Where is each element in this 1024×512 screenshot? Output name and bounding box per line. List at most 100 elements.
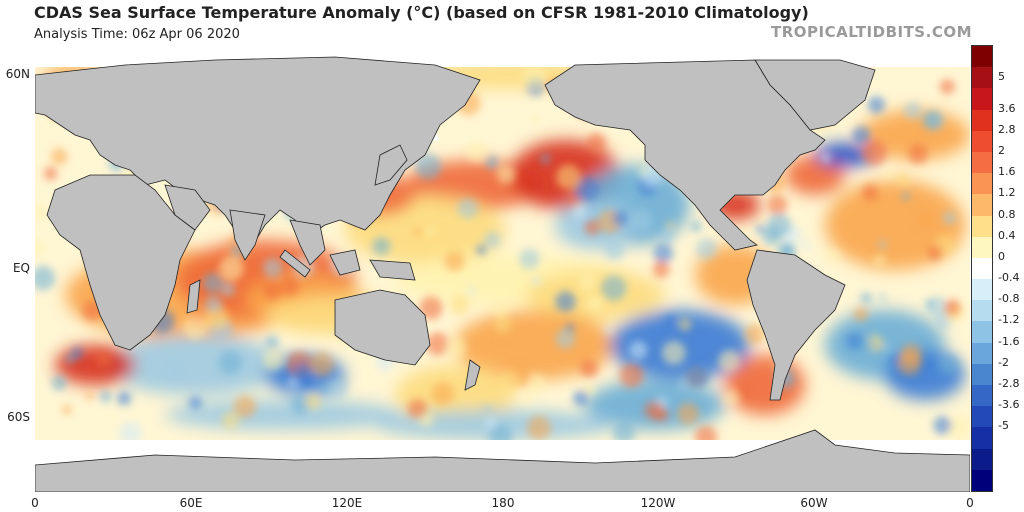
anomaly-speckle-dot	[586, 132, 607, 153]
anomaly-speckle-dot	[882, 342, 891, 352]
anomaly-speckle-dot	[845, 332, 864, 350]
colorbar-tick-label: -0.8	[998, 292, 1020, 306]
australia	[334, 289, 431, 366]
anomaly-speckle-dot	[467, 286, 476, 296]
colorbar-tick-label: 2	[998, 143, 1005, 157]
lon-label-120w: 120W	[640, 496, 676, 510]
anomaly-speckle-dot	[628, 340, 648, 360]
colorbar-segment	[972, 406, 992, 428]
analysis-time: Analysis Time: 06z Apr 06 2020	[34, 27, 240, 42]
sumatra	[279, 249, 311, 278]
anomaly-speckle-dot	[744, 324, 766, 345]
anomaly-speckle-dot	[219, 256, 244, 281]
anomaly-speckle-dot	[851, 126, 871, 145]
anomaly-patch	[825, 180, 965, 270]
anomaly-speckle-dot	[601, 275, 627, 301]
anomaly-speckle-dot	[407, 399, 428, 419]
land-masses	[35, 56, 970, 492]
anomaly-speckle-dot	[577, 272, 598, 293]
colorbar-segment	[972, 236, 992, 259]
anomaly-speckle-dot	[35, 205, 48, 220]
anomaly-speckle-dot	[690, 220, 702, 232]
anomaly-speckle-dot	[476, 244, 487, 255]
anomaly-speckle-dot	[35, 239, 46, 257]
antarctica	[35, 429, 970, 492]
anomaly-speckle-dot	[221, 411, 240, 430]
anomaly-patch	[105, 335, 285, 395]
colorbar-tick-label: -2	[998, 355, 1009, 369]
madagascar	[186, 279, 201, 314]
anomaly-speckle-dot	[665, 221, 675, 230]
anomaly-speckle-dot	[573, 390, 589, 407]
anomaly-speckle-dot	[262, 281, 282, 301]
anomaly-speckle-dot	[820, 152, 832, 164]
anomaly-speckle-dot	[265, 335, 279, 349]
colorbar-segment	[972, 257, 992, 280]
anomaly-speckle-dot	[519, 248, 540, 270]
map-svg	[35, 45, 970, 492]
colorbar-tick-label: -1.2	[998, 313, 1020, 327]
colorbar-segment	[972, 448, 992, 471]
anomaly-patch	[55, 345, 135, 385]
anomaly-speckle-dot	[413, 227, 422, 237]
colorbar-segment	[972, 151, 992, 174]
anomaly-speckle-dot	[762, 226, 781, 246]
anomaly-speckle-dot	[527, 415, 551, 440]
anomaly-speckle-dot	[116, 391, 132, 406]
anomaly-speckle-dot	[304, 393, 322, 410]
sst-anomaly-map[interactable]	[35, 45, 970, 492]
india	[229, 209, 266, 261]
anomaly-speckle-dot	[419, 296, 443, 320]
lon-label-60w: 60W	[800, 496, 828, 510]
anomaly-speckle-dot	[499, 371, 521, 393]
anomaly-speckle-dot	[878, 293, 887, 302]
colorbar-segment	[972, 300, 992, 322]
anomaly-speckle-dot	[925, 299, 935, 309]
anomaly-speckle-dot	[449, 295, 470, 315]
anomaly-speckle-dot	[860, 292, 873, 305]
anomaly-speckle-dot	[204, 295, 223, 313]
anomaly-speckle-dot	[695, 238, 718, 260]
colorbar-tick-label: 0	[998, 249, 1005, 263]
anomaly-speckle-dot	[937, 353, 959, 375]
anomaly-speckle-dot	[908, 144, 928, 164]
anomaly-speckle-dot	[287, 378, 298, 389]
anomaly-speckle-dot	[484, 231, 501, 249]
anomaly-speckle-dot	[496, 165, 516, 184]
colorbar-tick-label: -3.6	[998, 398, 1020, 412]
anomaly-speckle-dot	[525, 373, 547, 395]
colorbar-tick-label: -5	[998, 419, 1009, 433]
anomaly-speckle-dot	[585, 294, 604, 313]
anomaly-speckle-dot	[579, 359, 599, 378]
colorbar-segment	[972, 363, 992, 386]
anomaly-speckle-dot	[262, 258, 283, 278]
anomaly-speckle-dot	[574, 176, 600, 202]
anomaly-speckle-dot	[85, 391, 94, 401]
anomaly-speckle-dot	[262, 349, 284, 371]
anomaly-speckle-dot	[280, 277, 300, 297]
colorbar-segment	[972, 88, 992, 111]
colorbar-segment	[972, 109, 992, 132]
japan	[374, 144, 408, 186]
indochina	[289, 219, 326, 266]
anomaly-speckle-dot	[492, 298, 511, 317]
anomaly-speckle-dot	[571, 202, 588, 219]
anomaly-speckle-dot	[183, 315, 208, 340]
colorbar-tick-label: 5	[998, 69, 1005, 83]
colorbar	[971, 45, 993, 492]
colorbar-tick-label: 2.8	[998, 122, 1016, 136]
anomaly-speckle-dot	[755, 225, 765, 234]
anomaly-speckle-dot	[604, 239, 626, 261]
lon-label-0-west: 0	[31, 496, 39, 510]
colorbar-segment	[972, 469, 992, 492]
anomaly-speckle-dot	[202, 272, 223, 293]
europe-asia	[35, 56, 481, 251]
anomaly-speckle-dot	[326, 377, 349, 400]
lon-label-60e: 60E	[179, 496, 203, 510]
anomaly-speckle-dot	[426, 332, 450, 356]
anomaly-speckle-dot	[678, 318, 692, 331]
anomaly-speckle-dot	[530, 115, 540, 124]
anomaly-speckle-dot	[555, 291, 576, 312]
north-america	[544, 59, 826, 251]
colorbar-segment	[972, 173, 992, 195]
